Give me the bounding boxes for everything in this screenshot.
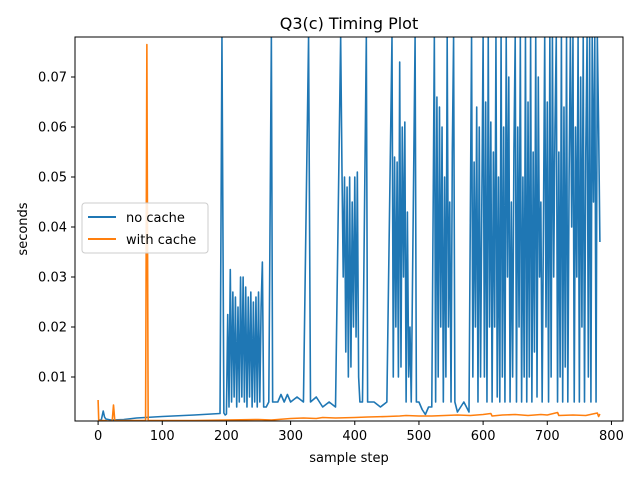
legend-label-no-cache: no cache <box>126 211 185 226</box>
legend-label-with-cache: with cache <box>126 233 196 248</box>
x-tick-label: 700 <box>535 429 560 444</box>
legend: no cache with cache <box>81 202 209 254</box>
plot-frame <box>74 36 624 422</box>
x-tick-label: 800 <box>599 429 624 444</box>
y-tick-label: 0.04 <box>38 221 67 236</box>
x-tick-label: 200 <box>214 429 239 444</box>
x-tick-label: 600 <box>471 429 496 444</box>
x-tick-label: 400 <box>342 429 367 444</box>
y-axis-ticks: 0.01 0.02 0.03 0.04 0.05 0.06 0.07 <box>38 71 75 386</box>
y-tick-label: 0.02 <box>38 321 67 336</box>
y-axis-label: seconds <box>16 202 31 255</box>
x-tick-label: 100 <box>150 429 175 444</box>
y-tick-label: 0.03 <box>38 271 67 286</box>
x-tick-label: 500 <box>407 429 432 444</box>
y-tick-label: 0.06 <box>38 121 67 136</box>
series-line-no-cache <box>98 37 601 421</box>
x-tick-label: 0 <box>94 429 102 444</box>
y-tick-label: 0.01 <box>38 371 67 386</box>
legend-box <box>81 202 209 254</box>
y-tick-label: 0.07 <box>38 71 67 86</box>
y-tick-label: 0.05 <box>38 171 67 186</box>
chart-title: Q3(c) Timing Plot <box>280 14 418 33</box>
x-tick-label: 300 <box>278 429 303 444</box>
x-axis-ticks: 0 100 200 300 400 500 600 700 800 <box>94 421 624 444</box>
x-axis-label: sample step <box>309 451 389 466</box>
